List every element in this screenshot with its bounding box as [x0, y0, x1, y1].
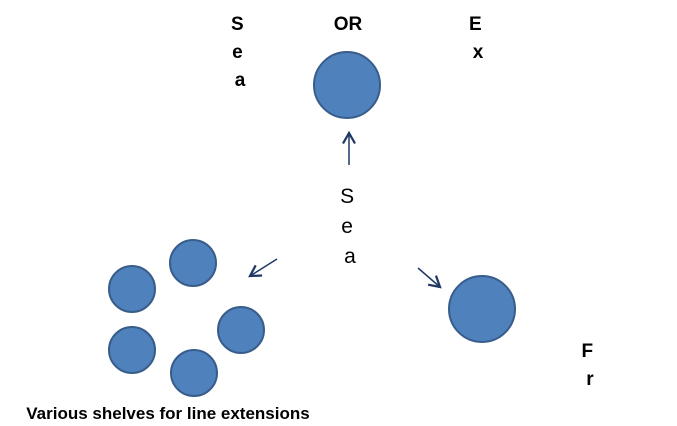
or-label: OR	[334, 14, 363, 35]
arrow-left	[248, 258, 278, 278]
shelf	[169, 239, 217, 287]
seaweed-shelf-label: S e a	[231, 14, 249, 91]
shelf	[108, 265, 156, 313]
shelf	[170, 349, 218, 397]
center-label: S e a	[340, 185, 360, 268]
fresh-shelf	[448, 275, 516, 343]
shelf	[108, 326, 156, 374]
exotic-shelf-label: E x	[469, 14, 487, 63]
top-shelf	[313, 51, 381, 119]
shelf	[217, 306, 265, 354]
various-shelves-label: Various shelves for line extensions	[26, 404, 309, 423]
fresh-shelf-label: F r	[582, 341, 599, 390]
arrow-right	[417, 267, 442, 289]
